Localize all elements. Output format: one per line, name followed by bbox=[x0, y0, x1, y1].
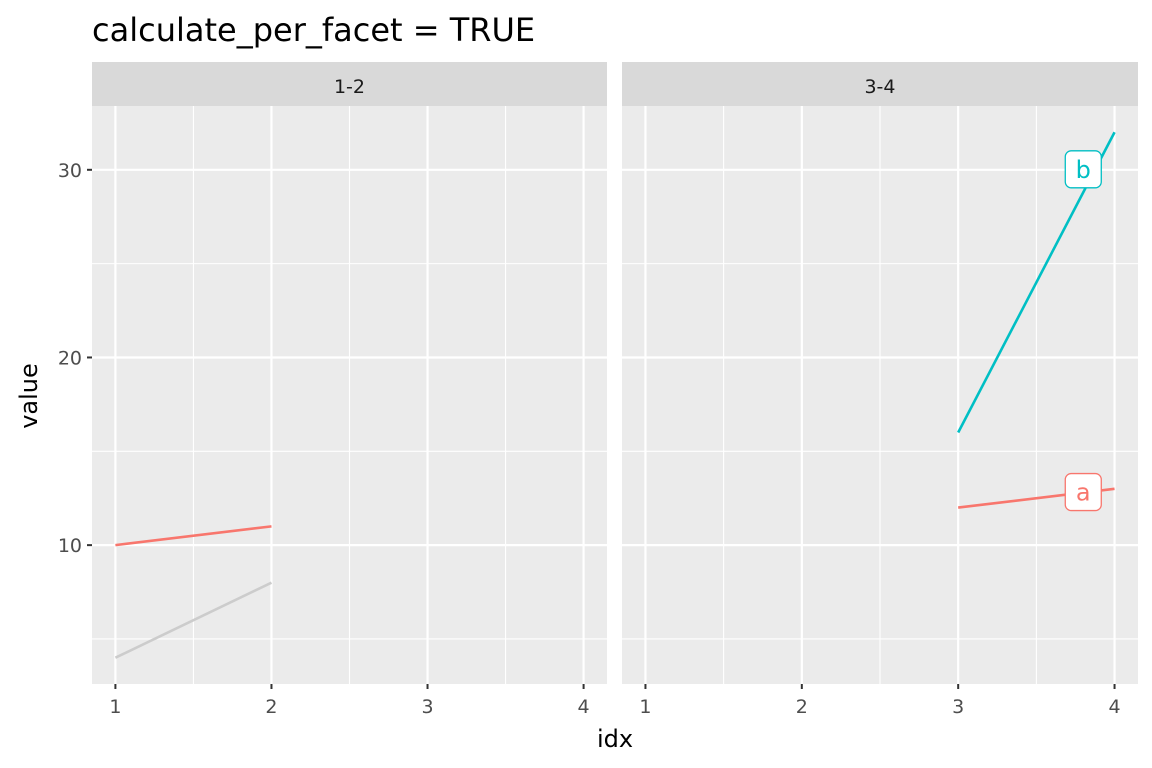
chart-title: calculate_per_facet = TRUE bbox=[92, 11, 535, 49]
x-tick-label: 3 bbox=[421, 696, 433, 718]
x-tick-label: 2 bbox=[796, 696, 808, 718]
facet-panels: 1-2 1 2 3 4 10 20 30 3-4 1 2 3 4 b a bbox=[58, 62, 1138, 718]
facet-strip-label: 3-4 bbox=[864, 76, 895, 98]
x-tick-label: 1 bbox=[109, 696, 121, 718]
facet-strip bbox=[622, 62, 1138, 106]
x-tick-label: 4 bbox=[578, 696, 590, 718]
x-tick-label: 4 bbox=[1108, 696, 1120, 718]
x-tick-label: 3 bbox=[952, 696, 964, 718]
facet-strip bbox=[92, 62, 607, 106]
y-tick-label: 30 bbox=[58, 160, 82, 182]
y-tick-label: 20 bbox=[58, 347, 82, 369]
series-label-b: b bbox=[1064, 150, 1102, 189]
series-line-a bbox=[115, 525, 272, 547]
series-label-text: b bbox=[1076, 156, 1091, 184]
y-tick-label: 10 bbox=[58, 535, 82, 557]
x-tick-label: 1 bbox=[639, 696, 651, 718]
facet-panel-1: 1-2 1 2 3 4 10 20 30 bbox=[58, 62, 607, 718]
series-line-other bbox=[114, 581, 273, 659]
x-axis-title: idx bbox=[597, 725, 633, 753]
facet-strip-label: 1-2 bbox=[334, 76, 365, 98]
series-label-box bbox=[1064, 472, 1102, 512]
series-label-box bbox=[1064, 150, 1102, 189]
series-label-text: a bbox=[1076, 479, 1091, 507]
y-axis-title: value bbox=[15, 363, 43, 429]
x-tick-label: 2 bbox=[265, 696, 277, 718]
facet-panel-2: 3-4 1 2 3 4 b a bbox=[622, 62, 1138, 718]
series-label-a: a bbox=[1064, 472, 1102, 512]
